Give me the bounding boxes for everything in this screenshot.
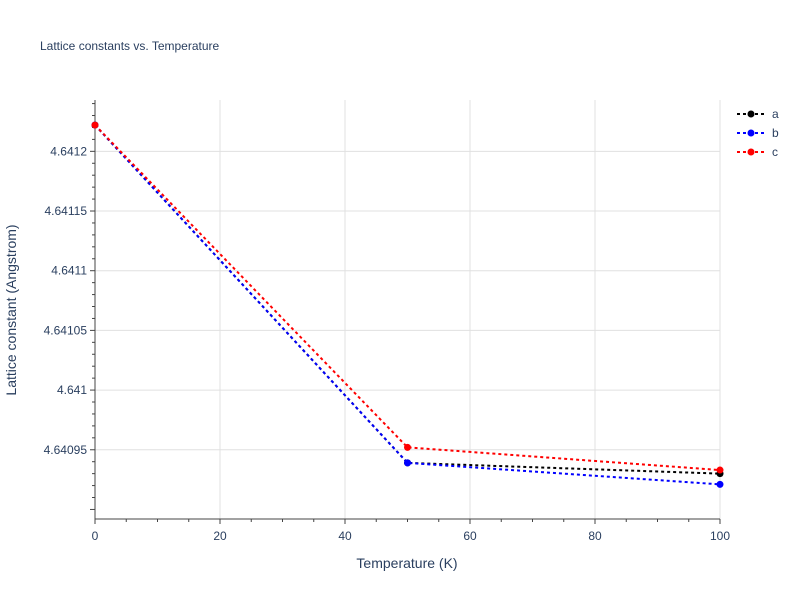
chart-title: Lattice constants vs. Temperature bbox=[40, 39, 220, 53]
data-point-b bbox=[716, 480, 724, 488]
legend-item-c[interactable]: c bbox=[737, 145, 778, 159]
legend-marker bbox=[747, 110, 755, 118]
series-line-c bbox=[94, 124, 721, 472]
series-line-b bbox=[94, 124, 721, 486]
x-tick-label: 40 bbox=[338, 529, 352, 543]
legend-label: a bbox=[772, 107, 779, 121]
data-point-b bbox=[404, 459, 411, 467]
data-point-c bbox=[91, 121, 99, 129]
legend-label: c bbox=[772, 145, 778, 159]
x-tick-label: 0 bbox=[92, 529, 99, 543]
y-axis-title: Lattice constant (Angstrom) bbox=[3, 224, 19, 395]
data-point-c bbox=[716, 466, 724, 474]
legend-marker bbox=[747, 129, 755, 137]
legend[interactable]: abc bbox=[737, 107, 779, 159]
y-tick-label: 4.6412 bbox=[50, 144, 87, 158]
data-point-c bbox=[404, 443, 411, 451]
x-tick-label: 80 bbox=[588, 529, 602, 543]
legend-item-a[interactable]: a bbox=[737, 107, 779, 121]
x-tick-label: 100 bbox=[710, 529, 730, 543]
y-tick-label: 4.64115 bbox=[45, 204, 88, 218]
legend-item-b[interactable]: b bbox=[737, 126, 779, 140]
axes: 0 20 40 60 80 100 4.64095 4.641 4.64105 4.6411 4.6… bbox=[44, 100, 730, 543]
y-tick-label: 4.64105 bbox=[44, 323, 88, 337]
legend-marker bbox=[747, 148, 755, 156]
y-tick-label: 4.64095 bbox=[44, 443, 88, 457]
x-tick-label: 20 bbox=[213, 529, 227, 543]
y-tick-label: 4.641 bbox=[57, 383, 87, 397]
y-tick-label: 4.6411 bbox=[51, 264, 87, 278]
x-axis-title: Temperature (K) bbox=[356, 555, 457, 571]
series-line-a bbox=[94, 124, 721, 475]
grid bbox=[95, 100, 721, 519]
series bbox=[91, 121, 724, 488]
x-tick-label: 60 bbox=[463, 529, 477, 543]
legend-label: b bbox=[772, 126, 779, 140]
